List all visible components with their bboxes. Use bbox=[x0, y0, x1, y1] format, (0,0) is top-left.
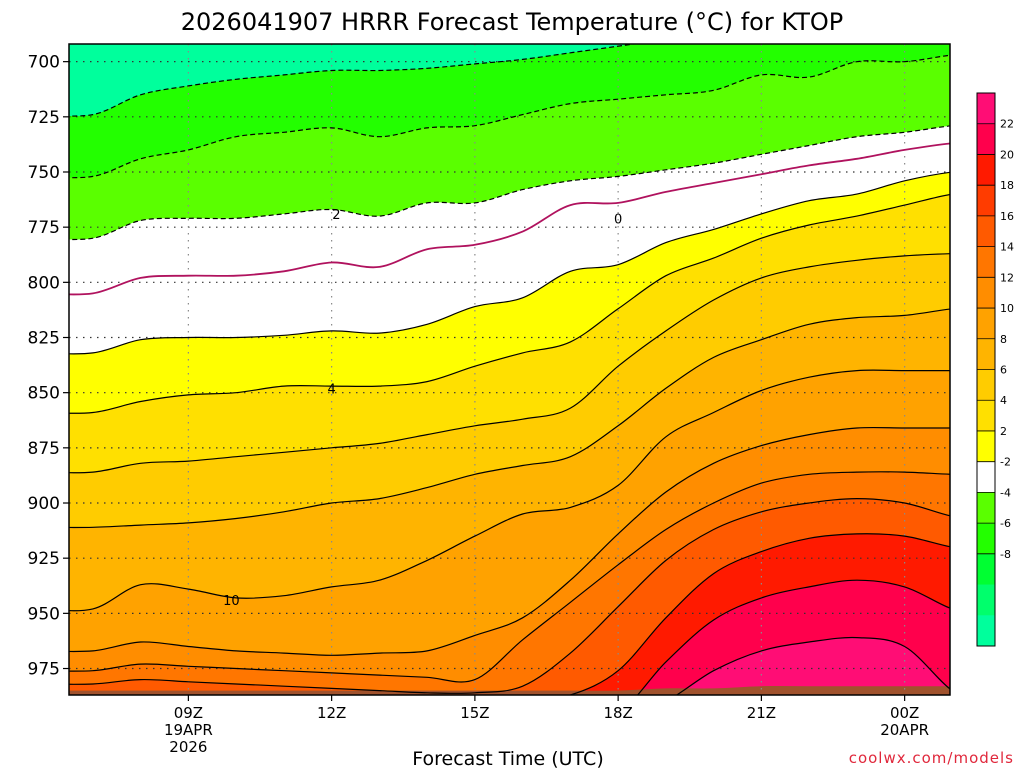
colorbar-swatch bbox=[977, 185, 995, 216]
colorbar-swatch bbox=[977, 462, 995, 493]
colorbar-label: 18 bbox=[1000, 179, 1014, 192]
colorbar-label: 10 bbox=[1000, 302, 1014, 315]
x-tick-label: 2026 bbox=[169, 738, 207, 756]
x-tick-label: 09Z bbox=[174, 704, 203, 722]
credit-text: coolwx.com/models bbox=[849, 749, 1014, 767]
chart-title: 2026041907 HRRR Forecast Temperature (°C… bbox=[181, 8, 844, 36]
colorbar-label: -4 bbox=[1000, 486, 1011, 499]
y-tick-label: 825 bbox=[28, 329, 60, 349]
colorbar-swatch bbox=[977, 615, 995, 646]
pressure-axis: 700 725 750 775 800 825 850 875 900 925 950 975 bbox=[28, 53, 69, 680]
colorbar-label: -6 bbox=[1000, 517, 1011, 530]
colorbar-label: 22 bbox=[1000, 118, 1014, 131]
x-tick-label: 19APR bbox=[164, 721, 213, 739]
colorbar-swatch bbox=[977, 216, 995, 247]
y-tick-label: 800 bbox=[28, 273, 60, 293]
y-tick-label: 975 bbox=[28, 660, 60, 680]
colorbar-swatch bbox=[977, 93, 995, 124]
contour-label: 0 bbox=[614, 212, 622, 227]
colorbar-label: 20 bbox=[1000, 148, 1014, 161]
colorbar-label: -2 bbox=[1000, 456, 1011, 469]
y-tick-label: 725 bbox=[28, 108, 60, 128]
y-tick-label: 900 bbox=[28, 494, 60, 514]
contour-label: 10 bbox=[223, 594, 240, 609]
colorbar-swatch bbox=[977, 400, 995, 431]
x-tick-label: 00Z bbox=[890, 704, 919, 722]
temperature-time-height-chart: 2 0410 7007257507758008258508759009259509… bbox=[0, 0, 1024, 768]
y-tick-label: 875 bbox=[28, 439, 60, 459]
colorbar-label: 8 bbox=[1000, 333, 1007, 346]
x-tick-label: 12Z bbox=[317, 704, 346, 722]
colorbar-label: 4 bbox=[1000, 394, 1007, 407]
colorbar-label: 6 bbox=[1000, 364, 1007, 377]
ground-terrain bbox=[9, 686, 1010, 735]
x-tick-label: 20APR bbox=[880, 721, 929, 739]
x-tick-label: 18Z bbox=[603, 704, 632, 722]
colorbar-label: 16 bbox=[1000, 210, 1014, 223]
colorbar-swatch bbox=[977, 339, 995, 370]
colorbar-swatch bbox=[977, 370, 995, 401]
contour-label: 2 bbox=[332, 208, 340, 223]
colorbar: 22 20 18 16 14 12 10 8 6 4 2 -2 -4 -6 -8 bbox=[977, 93, 1014, 647]
colorbar-label: -8 bbox=[1000, 548, 1011, 561]
y-tick-label: 775 bbox=[28, 218, 60, 238]
y-tick-label: 950 bbox=[28, 604, 60, 624]
colorbar-swatch bbox=[977, 308, 995, 339]
y-tick-label: 750 bbox=[28, 163, 60, 183]
colorbar-swatch bbox=[977, 154, 995, 185]
x-axis-label: Forecast Time (UTC) bbox=[412, 748, 603, 768]
colorbar-label: 12 bbox=[1000, 271, 1014, 284]
y-tick-label: 925 bbox=[28, 549, 60, 569]
colorbar-label: 2 bbox=[1000, 425, 1007, 438]
colorbar-swatch bbox=[977, 124, 995, 155]
colorbar-swatch bbox=[977, 431, 995, 462]
colorbar-swatch bbox=[977, 585, 995, 616]
colorbar-swatch bbox=[977, 492, 995, 523]
colorbar-swatch bbox=[977, 277, 995, 308]
ground-layer bbox=[9, 686, 1010, 735]
temperature-fill-layer bbox=[9, 35, 1010, 768]
colorbar-swatch bbox=[977, 554, 995, 585]
contour-label: 4 bbox=[327, 382, 335, 397]
x-tick-label: 15Z bbox=[460, 704, 489, 722]
y-tick-label: 700 bbox=[28, 53, 60, 73]
x-tick-label: 21Z bbox=[747, 704, 776, 722]
colorbar-label: 14 bbox=[1000, 241, 1014, 254]
colorbar-swatch bbox=[977, 523, 995, 554]
colorbar-swatch bbox=[977, 247, 995, 278]
y-tick-label: 850 bbox=[28, 384, 60, 404]
